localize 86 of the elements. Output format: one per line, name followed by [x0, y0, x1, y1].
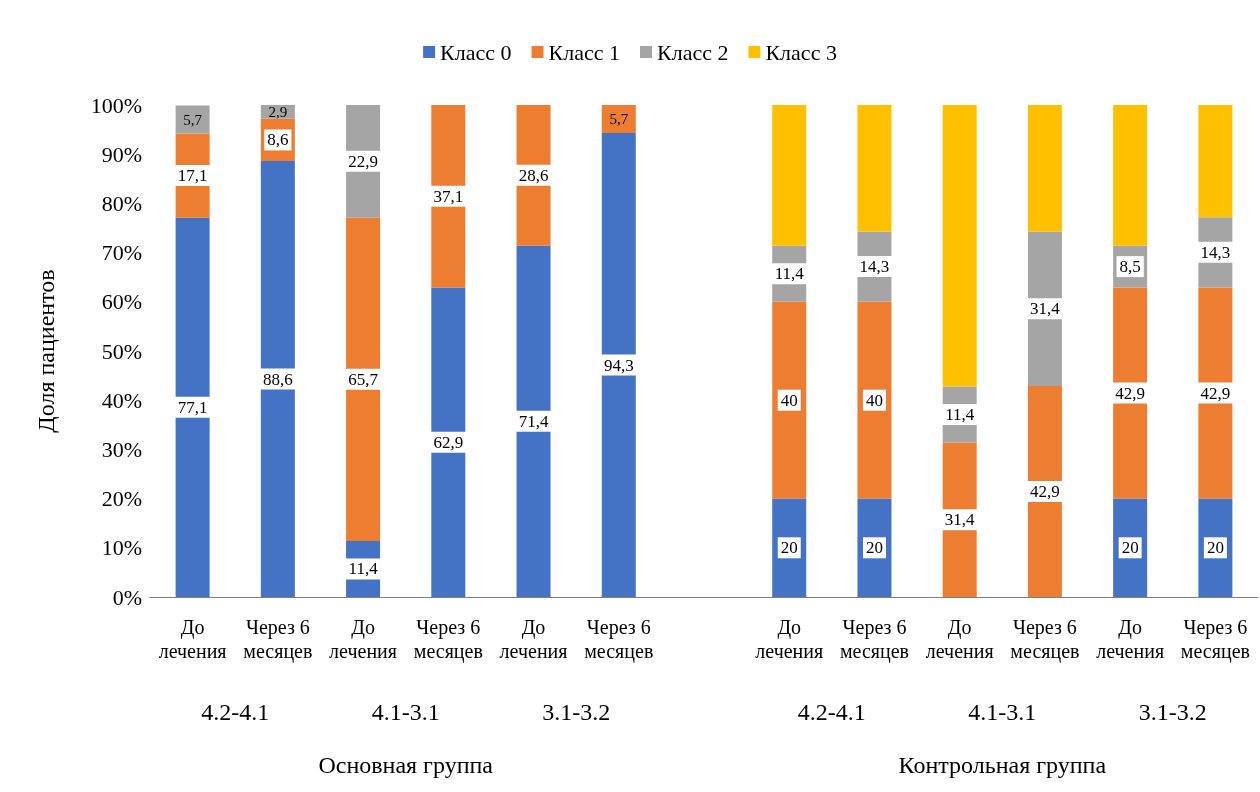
bar	[942, 105, 977, 387]
text: 4.2-4.1	[201, 699, 270, 725]
x-tick-label: До лечения	[1096, 616, 1165, 662]
legend-label: Класс 3	[765, 39, 837, 65]
bar	[175, 105, 210, 134]
text: Основная группа	[318, 752, 494, 778]
bar	[857, 301, 892, 499]
data-label: 17,1	[177, 166, 208, 186]
bar	[346, 217, 381, 541]
bar	[601, 133, 636, 597]
data-label: 8,6	[267, 130, 289, 150]
y-tick-label: 70%	[101, 240, 142, 266]
data-label: 2,9	[268, 103, 288, 120]
data-label: 20	[780, 538, 798, 558]
data-label: 22,9	[348, 151, 378, 171]
text: 4.1-3.1	[968, 699, 1037, 725]
bar	[1027, 385, 1062, 597]
data-label: 5,7	[183, 111, 203, 128]
data-label: 14,3	[1200, 242, 1231, 262]
data-label: 20	[1206, 538, 1224, 558]
y-tick-label: 20%	[101, 486, 142, 512]
data-label: 20	[1121, 538, 1139, 558]
text: 4.2-4.1	[797, 699, 866, 725]
y-tick-label: 50%	[101, 338, 142, 364]
x-tick-label: Через 6 месяцев	[243, 616, 313, 663]
data-label: 37,1	[433, 186, 464, 206]
data-label: 11,4	[348, 559, 379, 579]
x-tick-label: До лечения	[329, 616, 398, 662]
text: 3.1-3.2	[1138, 699, 1207, 725]
x-tick-label: Через 6 месяцев	[413, 616, 483, 663]
bar	[175, 217, 210, 597]
data-label: 62,9	[433, 432, 464, 452]
bar	[1113, 287, 1148, 499]
bar	[1113, 105, 1148, 246]
legend-label: Класс 0	[440, 39, 512, 65]
y-tick-label: 80%	[101, 190, 142, 216]
legend-label: Класс 2	[657, 39, 729, 65]
data-label: 71,4	[518, 411, 549, 431]
data-label: 8,5	[1119, 257, 1141, 277]
bar	[1198, 287, 1233, 499]
data-label: 11,4	[774, 264, 805, 284]
data-label: 77,1	[177, 397, 208, 417]
data-label: 14,3	[859, 257, 890, 277]
data-label: 88,6	[262, 369, 293, 389]
bar	[772, 105, 807, 246]
text: Контрольная группа	[898, 752, 1107, 778]
data-label: 40	[780, 390, 798, 410]
data-label: 42,9	[1115, 383, 1146, 403]
bar	[857, 105, 892, 232]
text: 4.1-3.1	[371, 699, 440, 725]
data-label: 65,7	[348, 369, 379, 389]
bar	[1198, 105, 1233, 218]
x-tick-label: До лечения	[499, 616, 568, 662]
y-tick-label: 100%	[90, 92, 142, 118]
y-tick-label: 90%	[101, 141, 142, 167]
x-tick-label: Через 6 месяцев	[1010, 616, 1080, 663]
data-label: 5,7	[609, 111, 629, 128]
data-label: 28,6	[518, 165, 549, 185]
data-label: 42,9	[1200, 383, 1231, 403]
bar	[431, 287, 466, 597]
bar	[601, 105, 636, 134]
y-tick-label: 40%	[101, 387, 142, 413]
x-tick-label: До лечения	[158, 616, 227, 662]
x-tick-label: Через 6 месяцев	[1180, 616, 1250, 663]
y-axis-title: Доля пациентов	[33, 269, 59, 433]
data-label: 11,4	[945, 404, 975, 424]
y-tick-label: 0%	[112, 584, 142, 610]
x-tick-label: Через 6 месяцев	[839, 616, 910, 663]
legend-label: Класс 1	[548, 39, 621, 65]
x-tick-label: До лечения	[925, 616, 994, 662]
y-tick-label: 60%	[101, 289, 142, 315]
y-tick-label: 10%	[101, 535, 142, 561]
data-label: 40	[865, 390, 883, 410]
data-label: 31,4	[1030, 299, 1061, 319]
x-tick-label: Через 6 месяцев	[584, 616, 654, 663]
x-tick-label: До лечения	[755, 616, 824, 662]
bar	[772, 301, 807, 499]
bar	[260, 161, 295, 597]
data-label: 42,9	[1030, 481, 1060, 501]
bar	[1027, 105, 1062, 232]
text: 3.1-3.2	[542, 699, 611, 725]
bar	[516, 245, 551, 597]
data-label: 20	[865, 538, 883, 558]
data-label: 94,3	[603, 355, 634, 375]
data-label: 31,4	[944, 510, 976, 530]
y-tick-label: 30%	[101, 436, 142, 462]
